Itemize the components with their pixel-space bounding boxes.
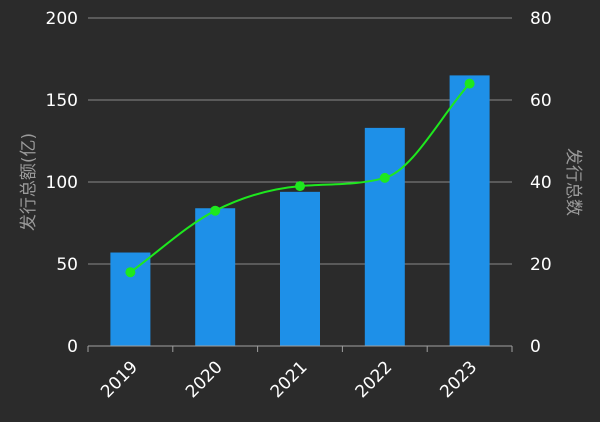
y-tick-label-right: 40	[530, 173, 552, 193]
y-axis-title-left: 发行总额(亿)	[19, 133, 39, 231]
y-axis-title-right: 发行总数	[563, 148, 583, 216]
x-tick-label: 2023	[436, 357, 481, 402]
x-tick-label: 2019	[97, 357, 142, 402]
line-series	[125, 78, 475, 278]
axes: 0 0 50 20 100 40 150 60 200 80 2019 2020 2021 2022 202…	[46, 9, 552, 402]
x-tick-label: 2020	[182, 357, 227, 402]
x-tick-label: 2021	[267, 357, 312, 402]
line-point	[210, 205, 221, 216]
y-tick-label-right: 0	[530, 337, 541, 357]
y-tick-label-right: 20	[530, 255, 552, 275]
y-tick-label-right: 60	[530, 91, 552, 111]
bar	[280, 191, 320, 346]
bar-series	[110, 75, 490, 347]
y-tick-label-left: 200	[46, 9, 78, 29]
y-tick-label-left: 100	[46, 173, 78, 193]
bar	[110, 252, 151, 346]
bar	[449, 75, 490, 347]
bar	[195, 208, 236, 346]
x-tick-label: 2022	[352, 357, 397, 402]
line-point	[125, 267, 136, 278]
bar	[364, 127, 405, 346]
y-tick-label-left: 0	[67, 337, 78, 357]
line-point	[464, 78, 475, 89]
line-point	[379, 172, 390, 183]
line-point	[295, 181, 305, 192]
y-tick-label-left: 150	[46, 91, 78, 111]
y-tick-label-left: 50	[56, 255, 78, 275]
y-tick-label-right: 80	[530, 9, 552, 29]
